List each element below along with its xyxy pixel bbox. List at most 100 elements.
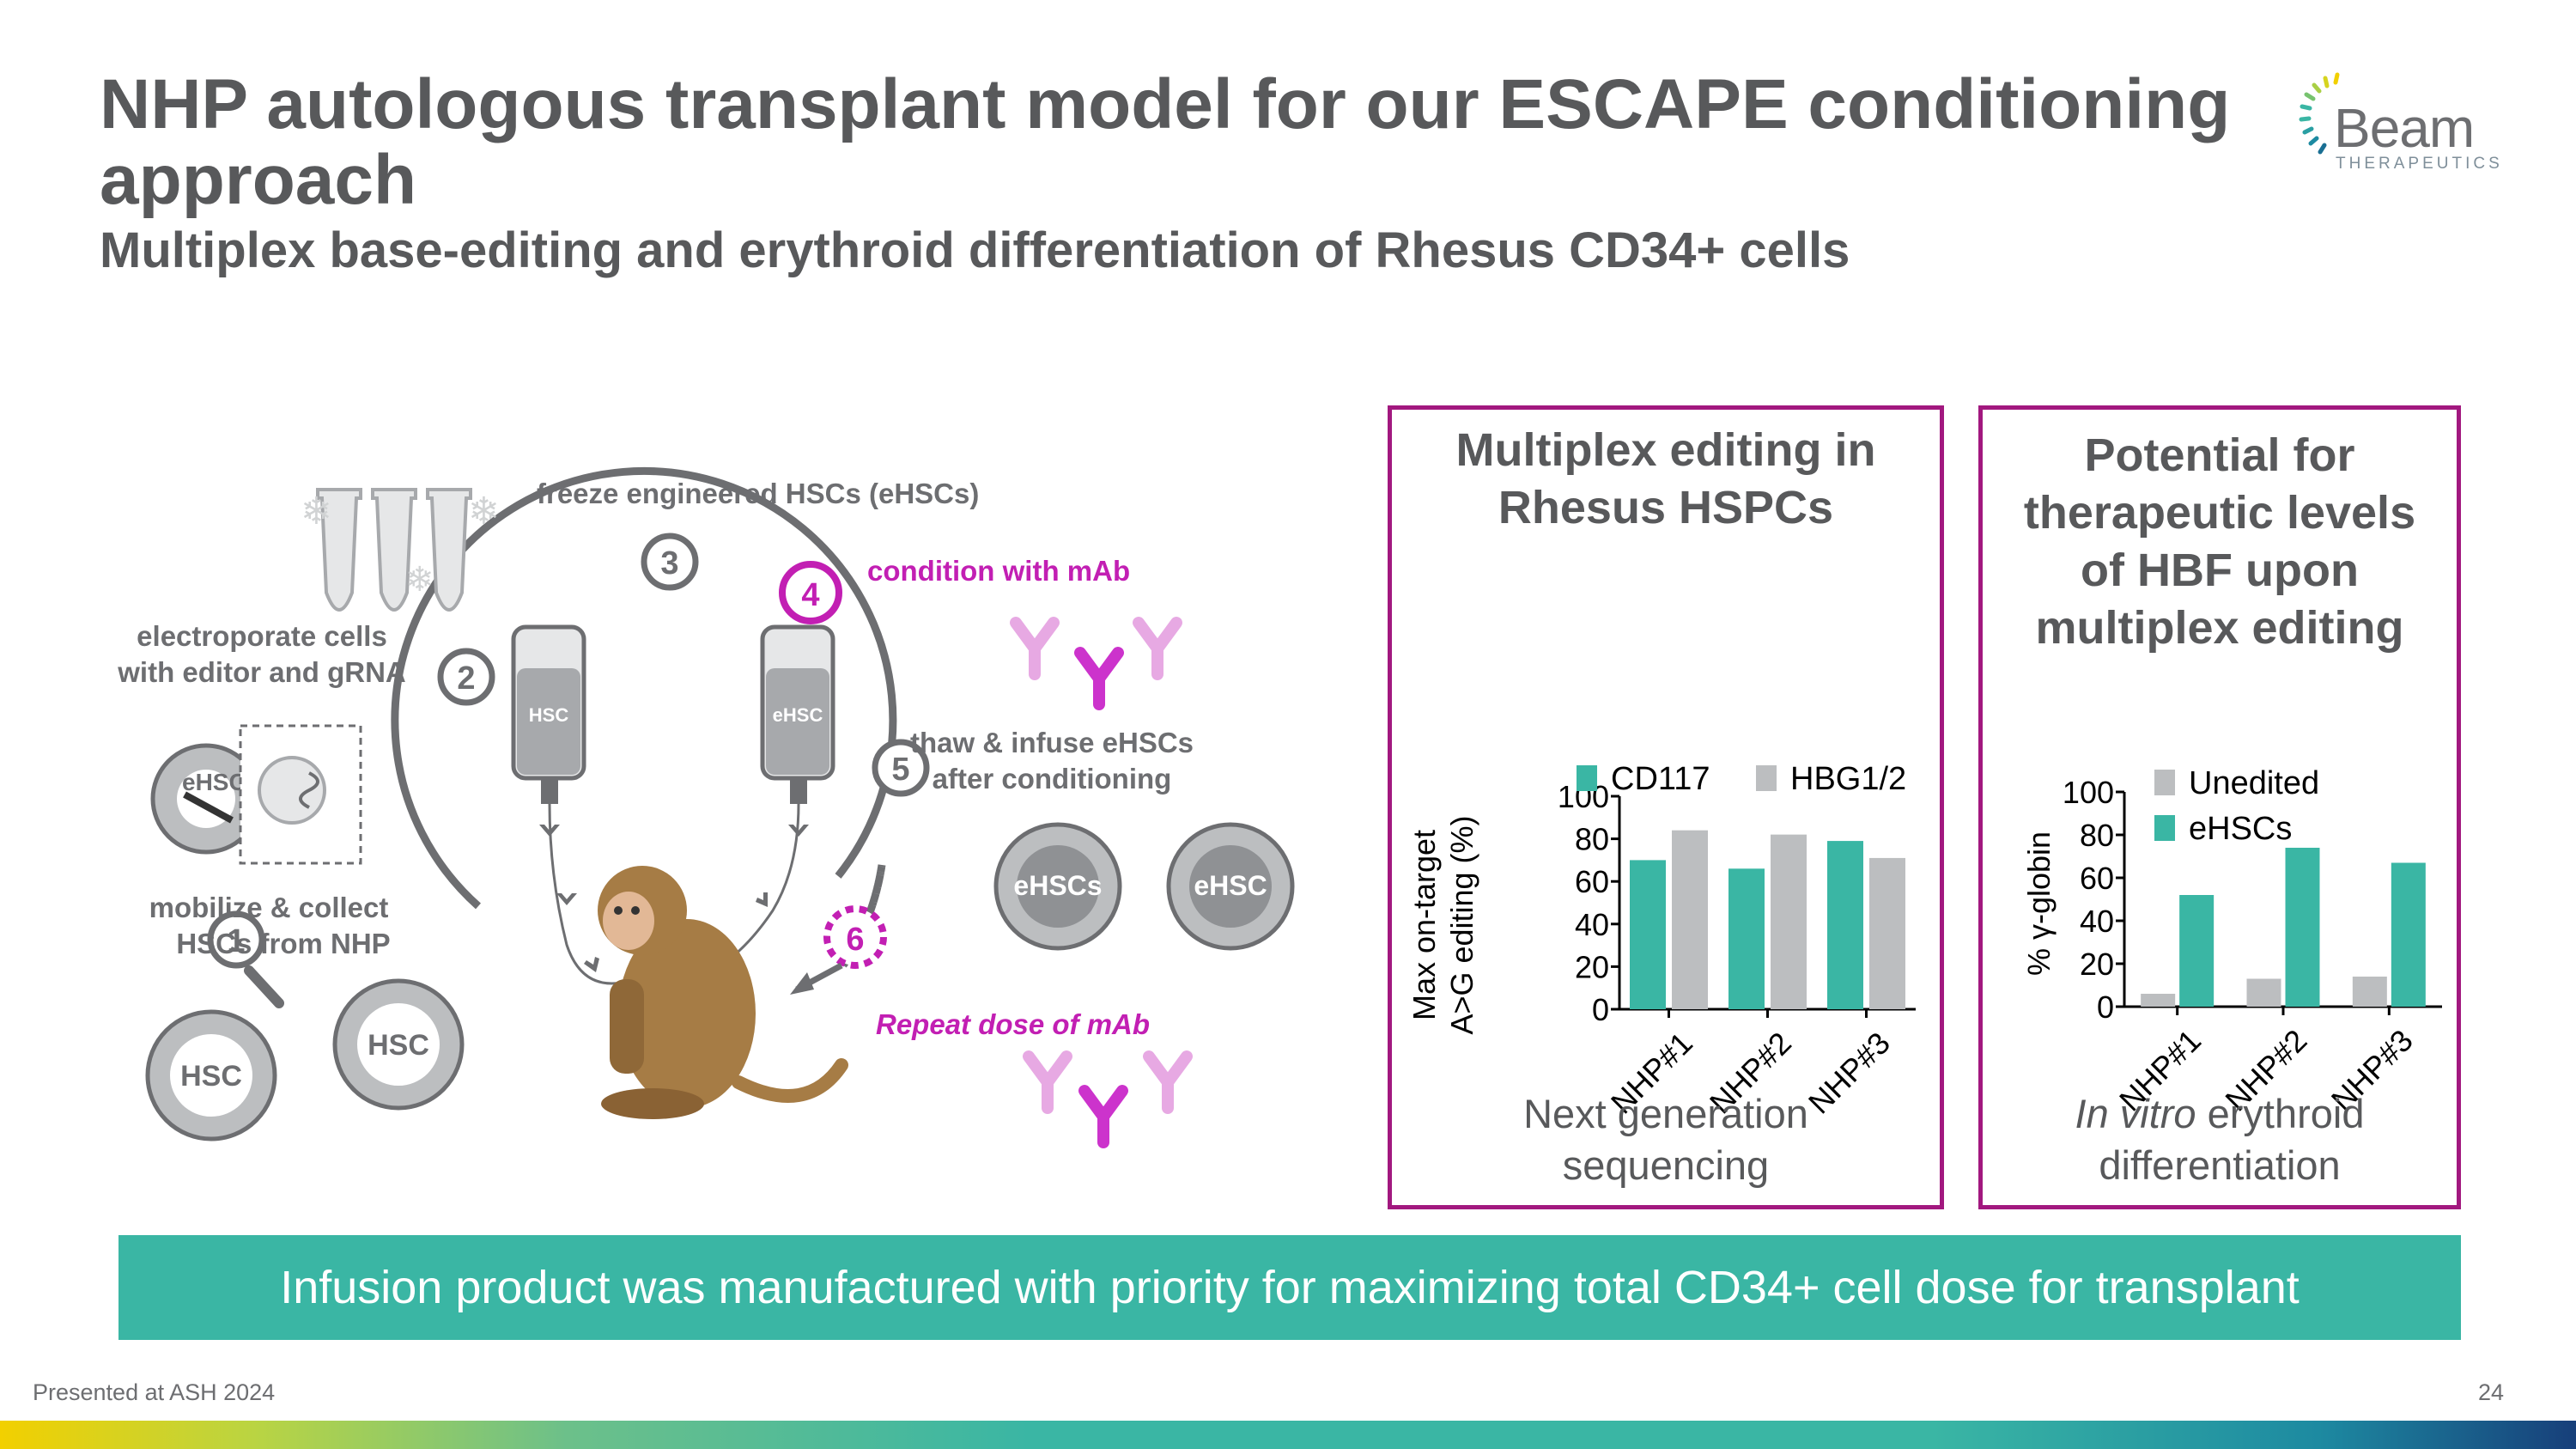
svg-text:1: 1 xyxy=(227,923,245,959)
label-electroporate-2: with editor and gRNA xyxy=(117,656,405,688)
chart1-y-tick-label: 60 xyxy=(1575,864,1609,899)
snowflake-icon: ❄ xyxy=(405,561,434,599)
label-mobilize-1: mobilize & collect xyxy=(149,892,389,923)
magnifier-icon xyxy=(244,965,284,1008)
svg-text:HSC: HSC xyxy=(529,704,569,726)
step-5-marker: 5 xyxy=(872,739,930,797)
chart2-xlabel-line-1: In vitro erythroid xyxy=(2075,1091,2365,1136)
chart2-title-line-1: Potential for xyxy=(2084,429,2355,481)
chart2-ylabel: % γ-globin xyxy=(2021,831,2057,976)
step-6-marker: 6 xyxy=(823,905,887,969)
arrow-head-icon xyxy=(790,972,814,995)
svg-text:5: 5 xyxy=(891,752,909,788)
label-condition: condition with mAb xyxy=(867,555,1130,587)
svg-text:eHSC: eHSC xyxy=(182,769,246,795)
chart1-bar xyxy=(1630,860,1666,1009)
chart1-legend-label: HBG1/2 xyxy=(1790,761,1906,797)
footer-presented: Presented at ASH 2024 xyxy=(33,1379,276,1405)
step-3-marker: 3 xyxy=(641,533,699,591)
chart2-title-line-4: multiplex editing xyxy=(2035,602,2404,654)
iv-bag-ehsc-icon: eHSC xyxy=(760,624,835,804)
label-electroporate-1: electroporate cells xyxy=(137,620,387,652)
chart1-bar xyxy=(1827,841,1863,1009)
chart2-legend-label: eHSCs xyxy=(2189,811,2292,847)
chart2-y-tick-label: 80 xyxy=(2080,818,2114,853)
chart2-legend-swatch xyxy=(2154,815,2175,841)
svg-text:HSC: HSC xyxy=(368,1029,429,1062)
svg-text:3: 3 xyxy=(660,545,678,581)
ehsc-cell: eHSC xyxy=(1166,822,1295,951)
chart2-y-tick-label: 40 xyxy=(2080,904,2114,939)
step-2-marker: 2 xyxy=(437,648,495,706)
hsc-cell: HSC xyxy=(332,978,465,1111)
svg-text:eHSC: eHSC xyxy=(773,704,823,726)
chart1-bar xyxy=(1869,857,1905,1009)
chart2-bar xyxy=(2179,895,2215,1007)
chart1-y-tick-label: 0 xyxy=(1592,992,1609,1027)
label-freeze: freeze engineered HSCs (eHSCs) xyxy=(537,478,979,509)
slide-subtitle: Multiplex base-editing and erythroid dif… xyxy=(100,222,1850,278)
beam-logo: Beam THERAPEUTICS xyxy=(2298,72,2504,175)
chart1-title-line-1: Multiplex editing in xyxy=(1455,424,1876,476)
chart1-legend-swatch xyxy=(1577,765,1597,791)
chart2-y-tick-label: 20 xyxy=(2080,947,2114,982)
cryovial-icons xyxy=(316,488,472,612)
chart2-title-line-2: therapeutic levels xyxy=(2023,487,2416,539)
brand-gradient-strip xyxy=(0,1421,2576,1449)
svg-text:6: 6 xyxy=(846,922,864,958)
chart1-legend-label: CD117 xyxy=(1611,761,1710,797)
label-thaw-1: thaw & infuse eHSCs xyxy=(910,727,1194,758)
svg-text:HSC: HSC xyxy=(180,1060,242,1093)
step-1-marker: 1 xyxy=(207,910,265,969)
chart2-bar xyxy=(2141,994,2176,1007)
svg-text:eHSC: eHSC xyxy=(1194,870,1267,901)
chart1-ylabel-line-1: Max on-target xyxy=(1406,830,1442,1020)
chart1-bar xyxy=(1672,830,1708,1009)
logo-subtext: THERAPEUTICS xyxy=(2336,155,2503,173)
chart1-title-line-2: Rhesus HSPCs xyxy=(1498,482,1834,533)
chart2-y-tick-label: 60 xyxy=(2080,861,2114,896)
chart1-bar xyxy=(1771,834,1807,1009)
snowflake-icon: ❄ xyxy=(301,490,332,533)
flow-chevron-icons xyxy=(539,825,809,972)
chart2-y-tick-label: 0 xyxy=(2097,989,2114,1025)
key-message-banner: Infusion product was manufactured with p… xyxy=(118,1235,2461,1340)
hsc-cell: HSC xyxy=(145,1009,277,1142)
svg-text:eHSCs: eHSCs xyxy=(1013,870,1102,901)
transplant-schematic: 1 2 3 4 5 6 ❄ ❄ ❄ freeze engineered HSCs… xyxy=(117,466,1295,1148)
chart1-xlabel-line-1: Next generation xyxy=(1523,1091,1808,1136)
label-repeat-dose: Repeat dose of mAb xyxy=(876,1008,1150,1040)
label-thaw-2: after conditioning xyxy=(933,763,1172,795)
chart-panel-globin: Potential for therapeutic levels of HBF … xyxy=(1978,405,2461,1209)
chart2-xlabel-line-2: differentiation xyxy=(2099,1142,2341,1188)
chart1-y-tick-label: 80 xyxy=(1575,822,1609,857)
snowflake-icon: ❄ xyxy=(468,490,500,533)
chart1-y-tick-label: 20 xyxy=(1575,949,1609,984)
antibody-icons xyxy=(1010,617,1193,1148)
chart2-title-line-3: of HBF upon xyxy=(2081,545,2359,596)
slide-title: NHP autologous transplant model for our … xyxy=(100,65,2231,219)
page-number: 24 xyxy=(2478,1379,2505,1405)
label-mobilize-2: HSCs from NHP xyxy=(176,928,390,959)
chart1-ylabel-line-2: A>G editing (%) xyxy=(1444,815,1479,1034)
chart2-bar xyxy=(2246,978,2281,1007)
logo-wordmark: Beam xyxy=(2334,97,2475,159)
logo-sunburst-icon xyxy=(2299,72,2340,155)
chart1-bar xyxy=(1728,868,1765,1009)
chart2-legend-label: Unedited xyxy=(2189,765,2319,801)
chart2-bar xyxy=(2391,862,2426,1007)
cycle-arc xyxy=(391,466,897,910)
chart-panel-editing: Multiplex editing in Rhesus HSPCs 0 20 40 6… xyxy=(1388,405,1944,1209)
chart1-xlabel-line-2: sequencing xyxy=(1562,1142,1770,1188)
ehsc-electroporation-cell: eHSC xyxy=(150,724,362,865)
svg-text:2: 2 xyxy=(457,661,475,697)
chart1-y-tick-label: 40 xyxy=(1575,907,1609,942)
chart2-bar xyxy=(2352,977,2387,1007)
chart1-legend-swatch xyxy=(1756,765,1777,791)
chart2-legend-swatch xyxy=(2154,770,2175,795)
svg-text:4: 4 xyxy=(801,577,819,613)
rhesus-monkey-illustration xyxy=(598,866,848,1119)
chart2-y-tick-label: 100 xyxy=(2063,775,2114,810)
